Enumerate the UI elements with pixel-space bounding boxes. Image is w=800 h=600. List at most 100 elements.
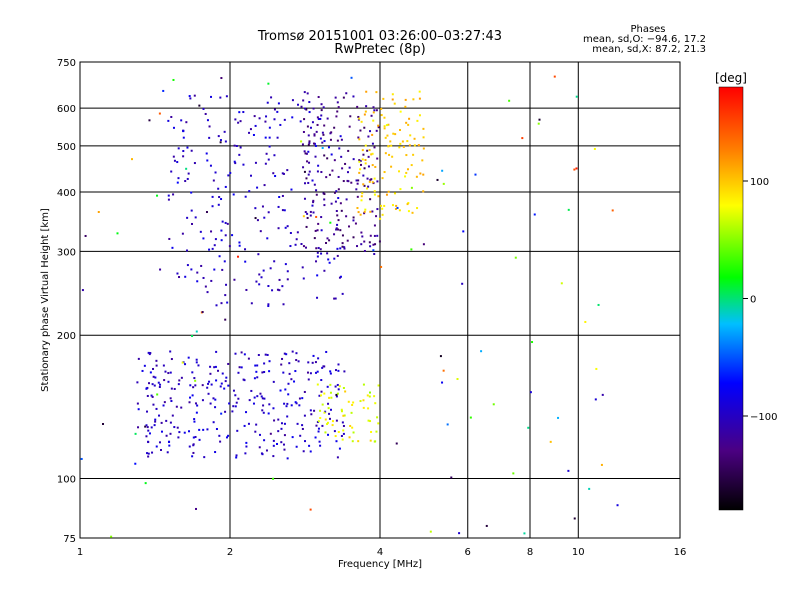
echo-point (410, 164, 413, 167)
echo-point (147, 351, 150, 354)
echo-point (160, 430, 163, 433)
echo-point (373, 234, 376, 237)
echo-point (329, 372, 332, 375)
echo-point (450, 476, 453, 479)
echo-point (159, 383, 162, 386)
echo-point (268, 126, 271, 129)
echo-point (298, 397, 301, 400)
echo-point (228, 402, 231, 405)
echo-point (240, 351, 243, 354)
echo-point (315, 215, 318, 218)
echo-point (291, 116, 294, 119)
echo-point (335, 440, 338, 443)
echo-point (301, 266, 304, 269)
echo-point (308, 111, 311, 114)
echo-point (363, 249, 366, 252)
echo-point (373, 109, 376, 112)
echo-point (233, 278, 236, 281)
echo-point (370, 114, 373, 117)
echo-point (422, 147, 425, 150)
echo-point (184, 180, 187, 183)
echo-point (537, 122, 540, 125)
echo-point (204, 112, 207, 115)
echo-point (368, 241, 371, 244)
echo-point (316, 251, 319, 254)
echo-point (373, 253, 376, 256)
echo-point (254, 217, 257, 220)
echo-point (369, 420, 372, 423)
echo-point (337, 197, 340, 200)
echo-point (152, 367, 155, 370)
echo-point (346, 179, 349, 182)
echo-point (359, 213, 362, 216)
echo-point (301, 143, 304, 146)
echo-point (356, 245, 359, 248)
echo-point (381, 207, 384, 210)
echo-point (252, 133, 255, 136)
echo-point (210, 230, 213, 233)
echo-point (334, 200, 337, 203)
echo-point (220, 229, 223, 232)
echo-point (247, 357, 250, 360)
echo-point (335, 419, 338, 422)
echo-point (306, 212, 309, 215)
echo-point (359, 168, 362, 171)
echo-point (351, 440, 354, 443)
echo-point (408, 144, 411, 147)
echo-point (338, 385, 341, 388)
echo-point (159, 448, 162, 451)
echo-point (328, 412, 331, 415)
echo-point (387, 190, 390, 193)
echo-point (375, 109, 378, 112)
echo-point (442, 369, 445, 372)
echo-point (362, 399, 365, 402)
echo-point (357, 136, 360, 139)
echo-point (152, 403, 155, 406)
echo-point (274, 175, 277, 178)
echo-point (242, 163, 245, 166)
echo-point (334, 385, 337, 388)
echo-point (314, 155, 317, 158)
echo-point (436, 178, 439, 181)
x-tick-label: 6 (465, 547, 471, 558)
echo-point (335, 190, 338, 193)
echo-point (304, 246, 307, 249)
echo-point (223, 387, 226, 390)
echo-point (272, 477, 275, 480)
x-tick-label: 8 (527, 547, 533, 558)
echo-point (225, 95, 228, 98)
echo-point (306, 160, 309, 163)
echo-point (191, 222, 194, 225)
echo-point (394, 192, 397, 195)
echo-point (339, 229, 342, 232)
echo-point (303, 414, 306, 417)
echo-point (384, 152, 387, 155)
echo-point (258, 433, 261, 436)
echo-point (238, 153, 241, 156)
echo-point (232, 193, 235, 196)
echo-point (137, 426, 140, 429)
echo-point (368, 149, 371, 152)
echo-point (380, 265, 383, 268)
echo-point (531, 341, 534, 344)
echo-point (237, 371, 240, 374)
echo-point (314, 144, 317, 147)
echo-point (198, 438, 201, 441)
echo-point (256, 395, 259, 398)
echo-point (398, 209, 401, 212)
echo-point (383, 127, 386, 130)
echo-point (206, 159, 209, 162)
echo-point (407, 201, 410, 204)
echo-point (360, 199, 363, 202)
echo-point (263, 184, 266, 187)
echo-point (218, 196, 221, 199)
echo-point (378, 240, 381, 243)
echo-point (338, 276, 341, 279)
echo-point (280, 363, 283, 366)
echo-point (215, 350, 218, 353)
echo-point (260, 276, 263, 279)
echo-point (182, 130, 185, 133)
echo-point (270, 96, 273, 99)
echo-point (264, 162, 267, 165)
echo-point (469, 416, 472, 419)
